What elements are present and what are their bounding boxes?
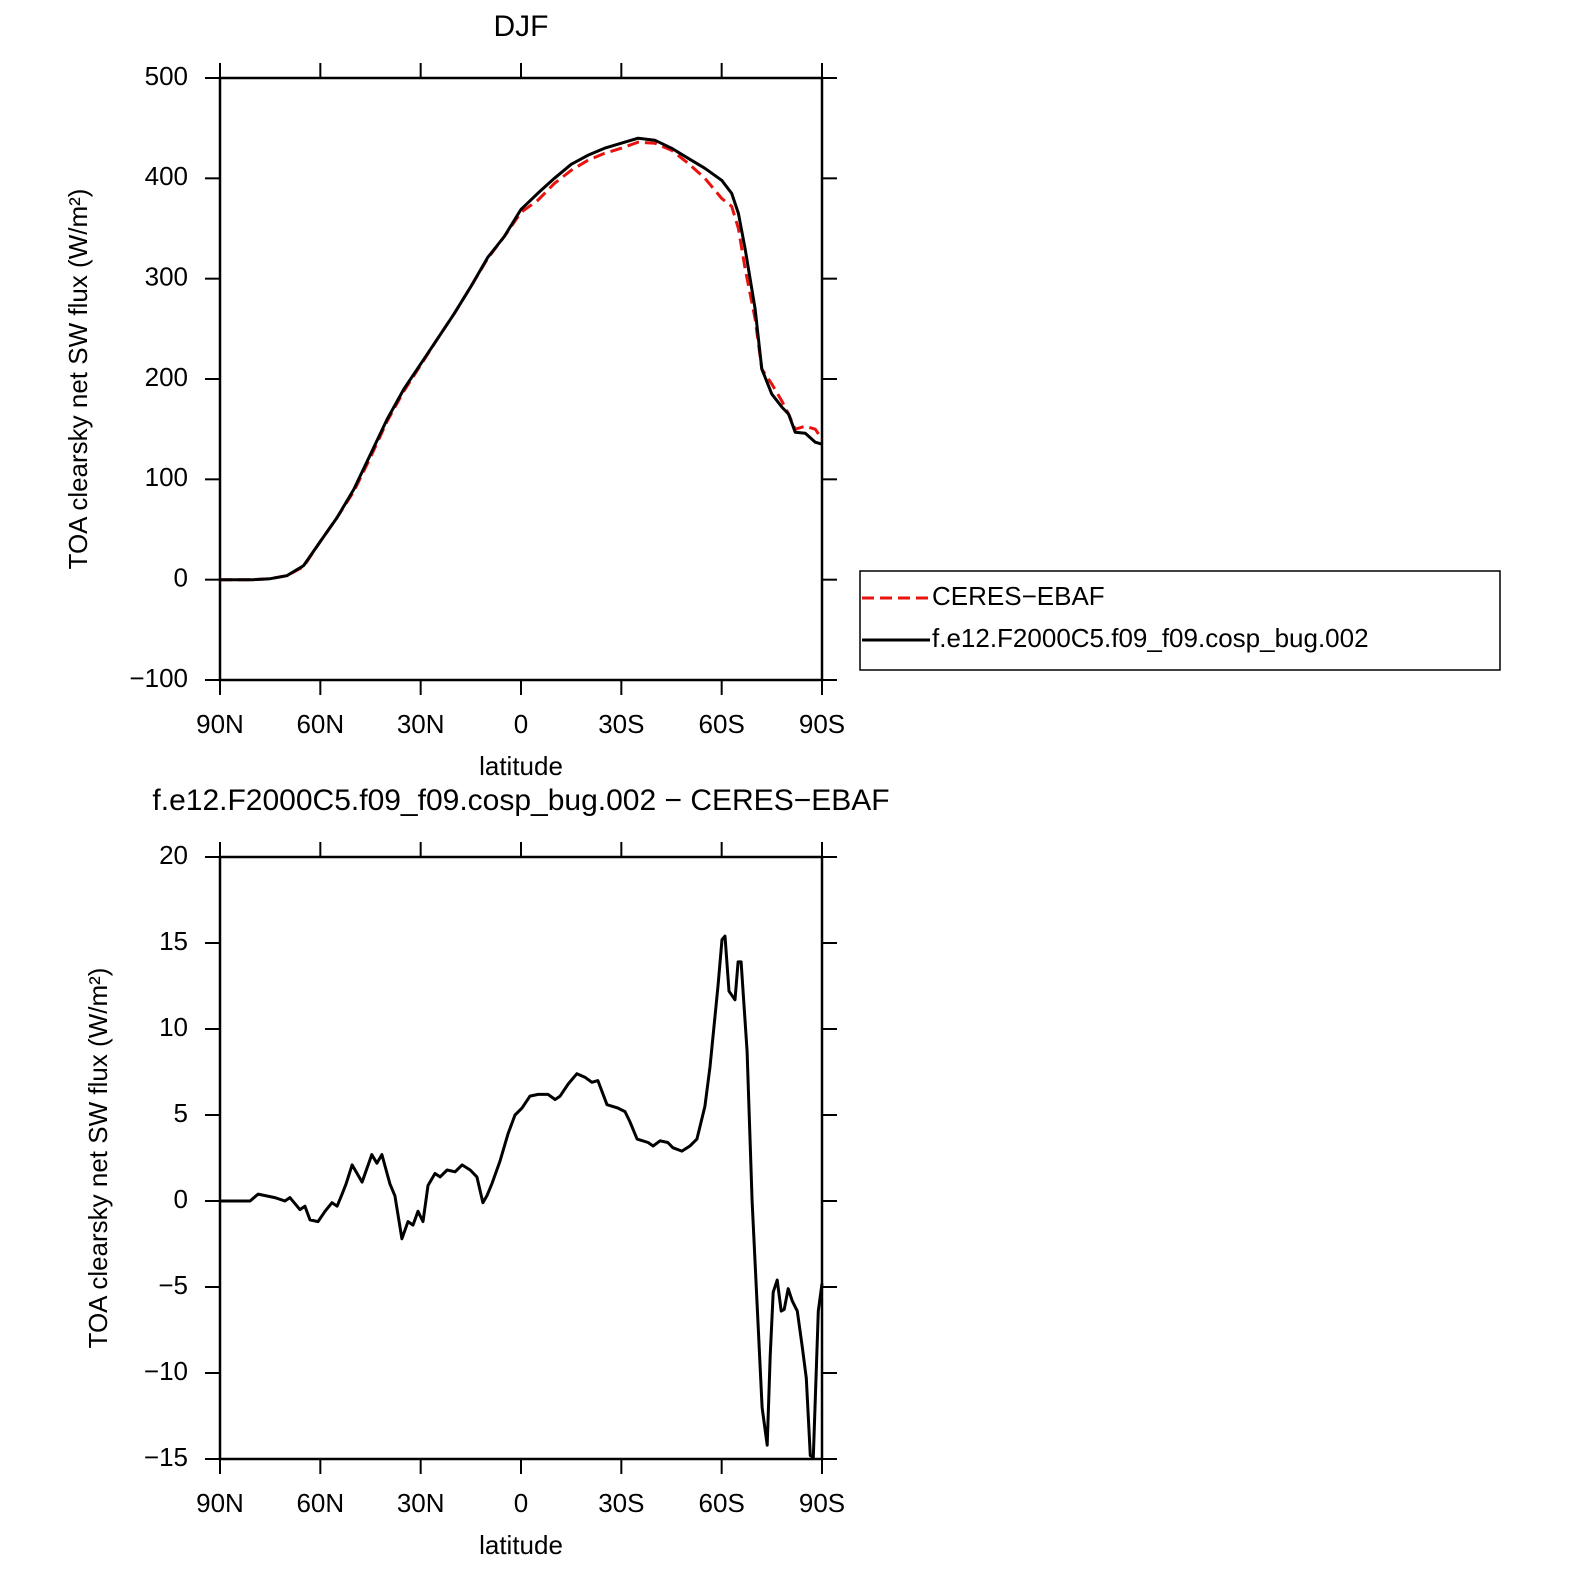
x-tick-label: 90N [196,1488,244,1518]
legend-box [859,570,1501,671]
x-tick-label: 60S [699,1488,745,1518]
y-tick-label: −5 [158,1270,188,1300]
x-tick-label: 0 [514,1488,528,1518]
y-tick-label: 10 [159,1012,188,1042]
y-tick-label: 0 [174,563,188,593]
legend-label: f.e12.F2000C5.f09_f09.cosp_bug.002 [932,623,1369,653]
y-tick-label: 20 [159,840,188,870]
x-axis-label: latitude [479,1530,563,1560]
y-tick-label: 0 [174,1184,188,1214]
y-tick-label: 100 [145,462,188,492]
x-tick-label: 90S [799,709,845,739]
y-tick-label: 15 [159,926,188,956]
x-tick-label: 60N [296,1488,344,1518]
data-line [220,136,823,582]
x-tick-label: 30S [598,1488,644,1518]
plot-frame [218,855,824,1461]
data-line [220,934,824,1459]
chart-panel: f.e12.F2000C5.f09_f09.cosp_bug.002 − CER… [83,784,890,1560]
y-tick-label: 300 [145,262,188,292]
x-tick-label: 30S [598,709,644,739]
x-tick-label: 90S [799,1488,845,1518]
y-tick-label: −10 [144,1356,188,1386]
y-axis-label: TOA clearsky net SW flux (W/m²) [83,968,113,1349]
legend-label: CERES−EBAF [932,581,1105,611]
x-tick-label: 60S [699,709,745,739]
chart-title: f.e12.F2000C5.f09_f09.cosp_bug.002 − CER… [152,784,889,817]
chart-panel: DJF −100 0 100 200 300 400 500 90N 60N 30N 0 30S 60S 9… [63,10,1501,781]
x-tick-label: 30N [397,1488,445,1518]
chart-title: DJF [494,10,549,43]
y-axis-label: TOA clearsky net SW flux (W/m²) [63,189,93,570]
x-axis-label: latitude [479,751,563,781]
legend: CERES−EBAF f.e12.F2000C5.f09_f09.cosp_bug… [859,570,1501,671]
y-tick-label: 400 [145,161,188,191]
x-tick-label: 90N [196,709,244,739]
x-tick-label: 0 [514,709,528,739]
x-tick-label: 30N [397,709,445,739]
y-tick-label: −15 [144,1442,188,1472]
plot-frame [218,76,824,682]
y-tick-label: 200 [145,362,188,392]
x-tick-label: 60N [296,709,344,739]
y-tick-label: 500 [145,61,188,91]
y-tick-label: 5 [174,1098,188,1128]
y-tick-label: −100 [129,663,188,693]
